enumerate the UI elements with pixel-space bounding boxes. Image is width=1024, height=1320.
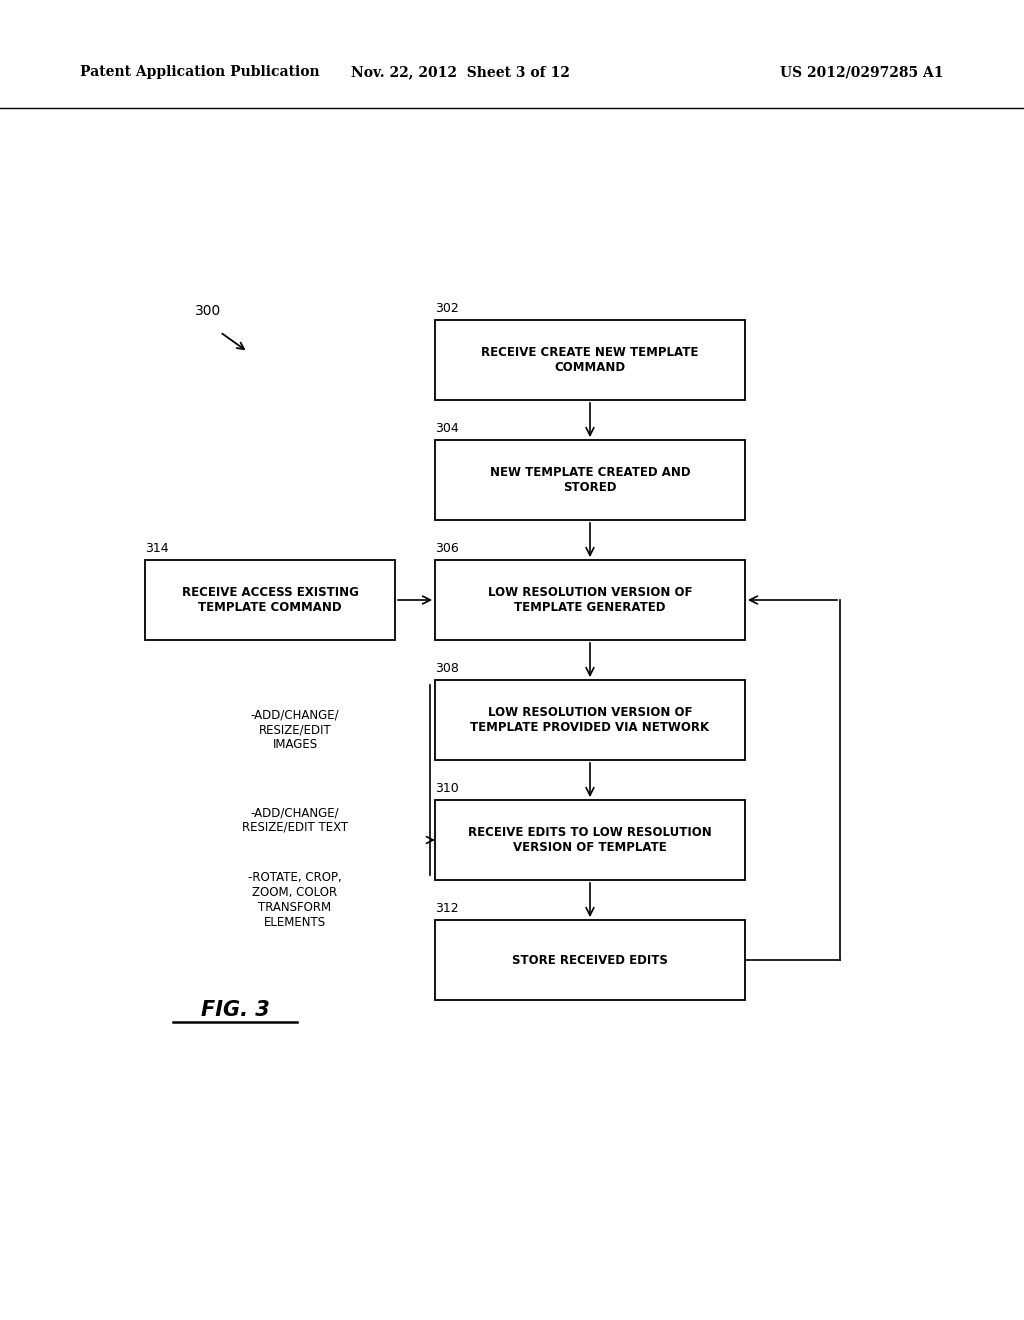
Bar [435, 319, 745, 400]
Text: US 2012/0297285 A1: US 2012/0297285 A1 [780, 65, 944, 79]
Bar [435, 920, 745, 1001]
Text: RECEIVE ACCESS EXISTING
TEMPLATE COMMAND: RECEIVE ACCESS EXISTING TEMPLATE COMMAND [181, 586, 358, 614]
Text: -ADD/CHANGE/
RESIZE/EDIT TEXT: -ADD/CHANGE/ RESIZE/EDIT TEXT [242, 807, 348, 834]
Text: 308: 308 [435, 663, 459, 675]
Bar [435, 560, 745, 640]
Text: 304: 304 [435, 422, 459, 436]
Text: LOW RESOLUTION VERSION OF
TEMPLATE PROVIDED VIA NETWORK: LOW RESOLUTION VERSION OF TEMPLATE PROVI… [470, 706, 710, 734]
Text: FIG. 3: FIG. 3 [201, 1001, 269, 1020]
Bar [145, 560, 395, 640]
Text: Patent Application Publication: Patent Application Publication [80, 65, 319, 79]
Text: -ROTATE, CROP,
ZOOM, COLOR
TRANSFORM
ELEMENTS: -ROTATE, CROP, ZOOM, COLOR TRANSFORM ELE… [248, 871, 342, 929]
Text: Nov. 22, 2012  Sheet 3 of 12: Nov. 22, 2012 Sheet 3 of 12 [350, 65, 569, 79]
Text: LOW RESOLUTION VERSION OF
TEMPLATE GENERATED: LOW RESOLUTION VERSION OF TEMPLATE GENER… [487, 586, 692, 614]
Text: RECEIVE CREATE NEW TEMPLATE
COMMAND: RECEIVE CREATE NEW TEMPLATE COMMAND [481, 346, 698, 374]
Text: 314: 314 [145, 543, 169, 554]
Text: -ADD/CHANGE/
RESIZE/EDIT
IMAGES: -ADD/CHANGE/ RESIZE/EDIT IMAGES [251, 709, 339, 751]
Text: 302: 302 [435, 302, 459, 315]
Text: 312: 312 [435, 902, 459, 915]
Bar [435, 680, 745, 760]
Bar [435, 800, 745, 880]
Text: RECEIVE EDITS TO LOW RESOLUTION
VERSION OF TEMPLATE: RECEIVE EDITS TO LOW RESOLUTION VERSION … [468, 826, 712, 854]
Text: NEW TEMPLATE CREATED AND
STORED: NEW TEMPLATE CREATED AND STORED [489, 466, 690, 494]
Text: 306: 306 [435, 543, 459, 554]
Bar [435, 440, 745, 520]
Text: STORE RECEIVED EDITS: STORE RECEIVED EDITS [512, 953, 668, 966]
Text: 300: 300 [195, 304, 221, 318]
Text: 310: 310 [435, 781, 459, 795]
